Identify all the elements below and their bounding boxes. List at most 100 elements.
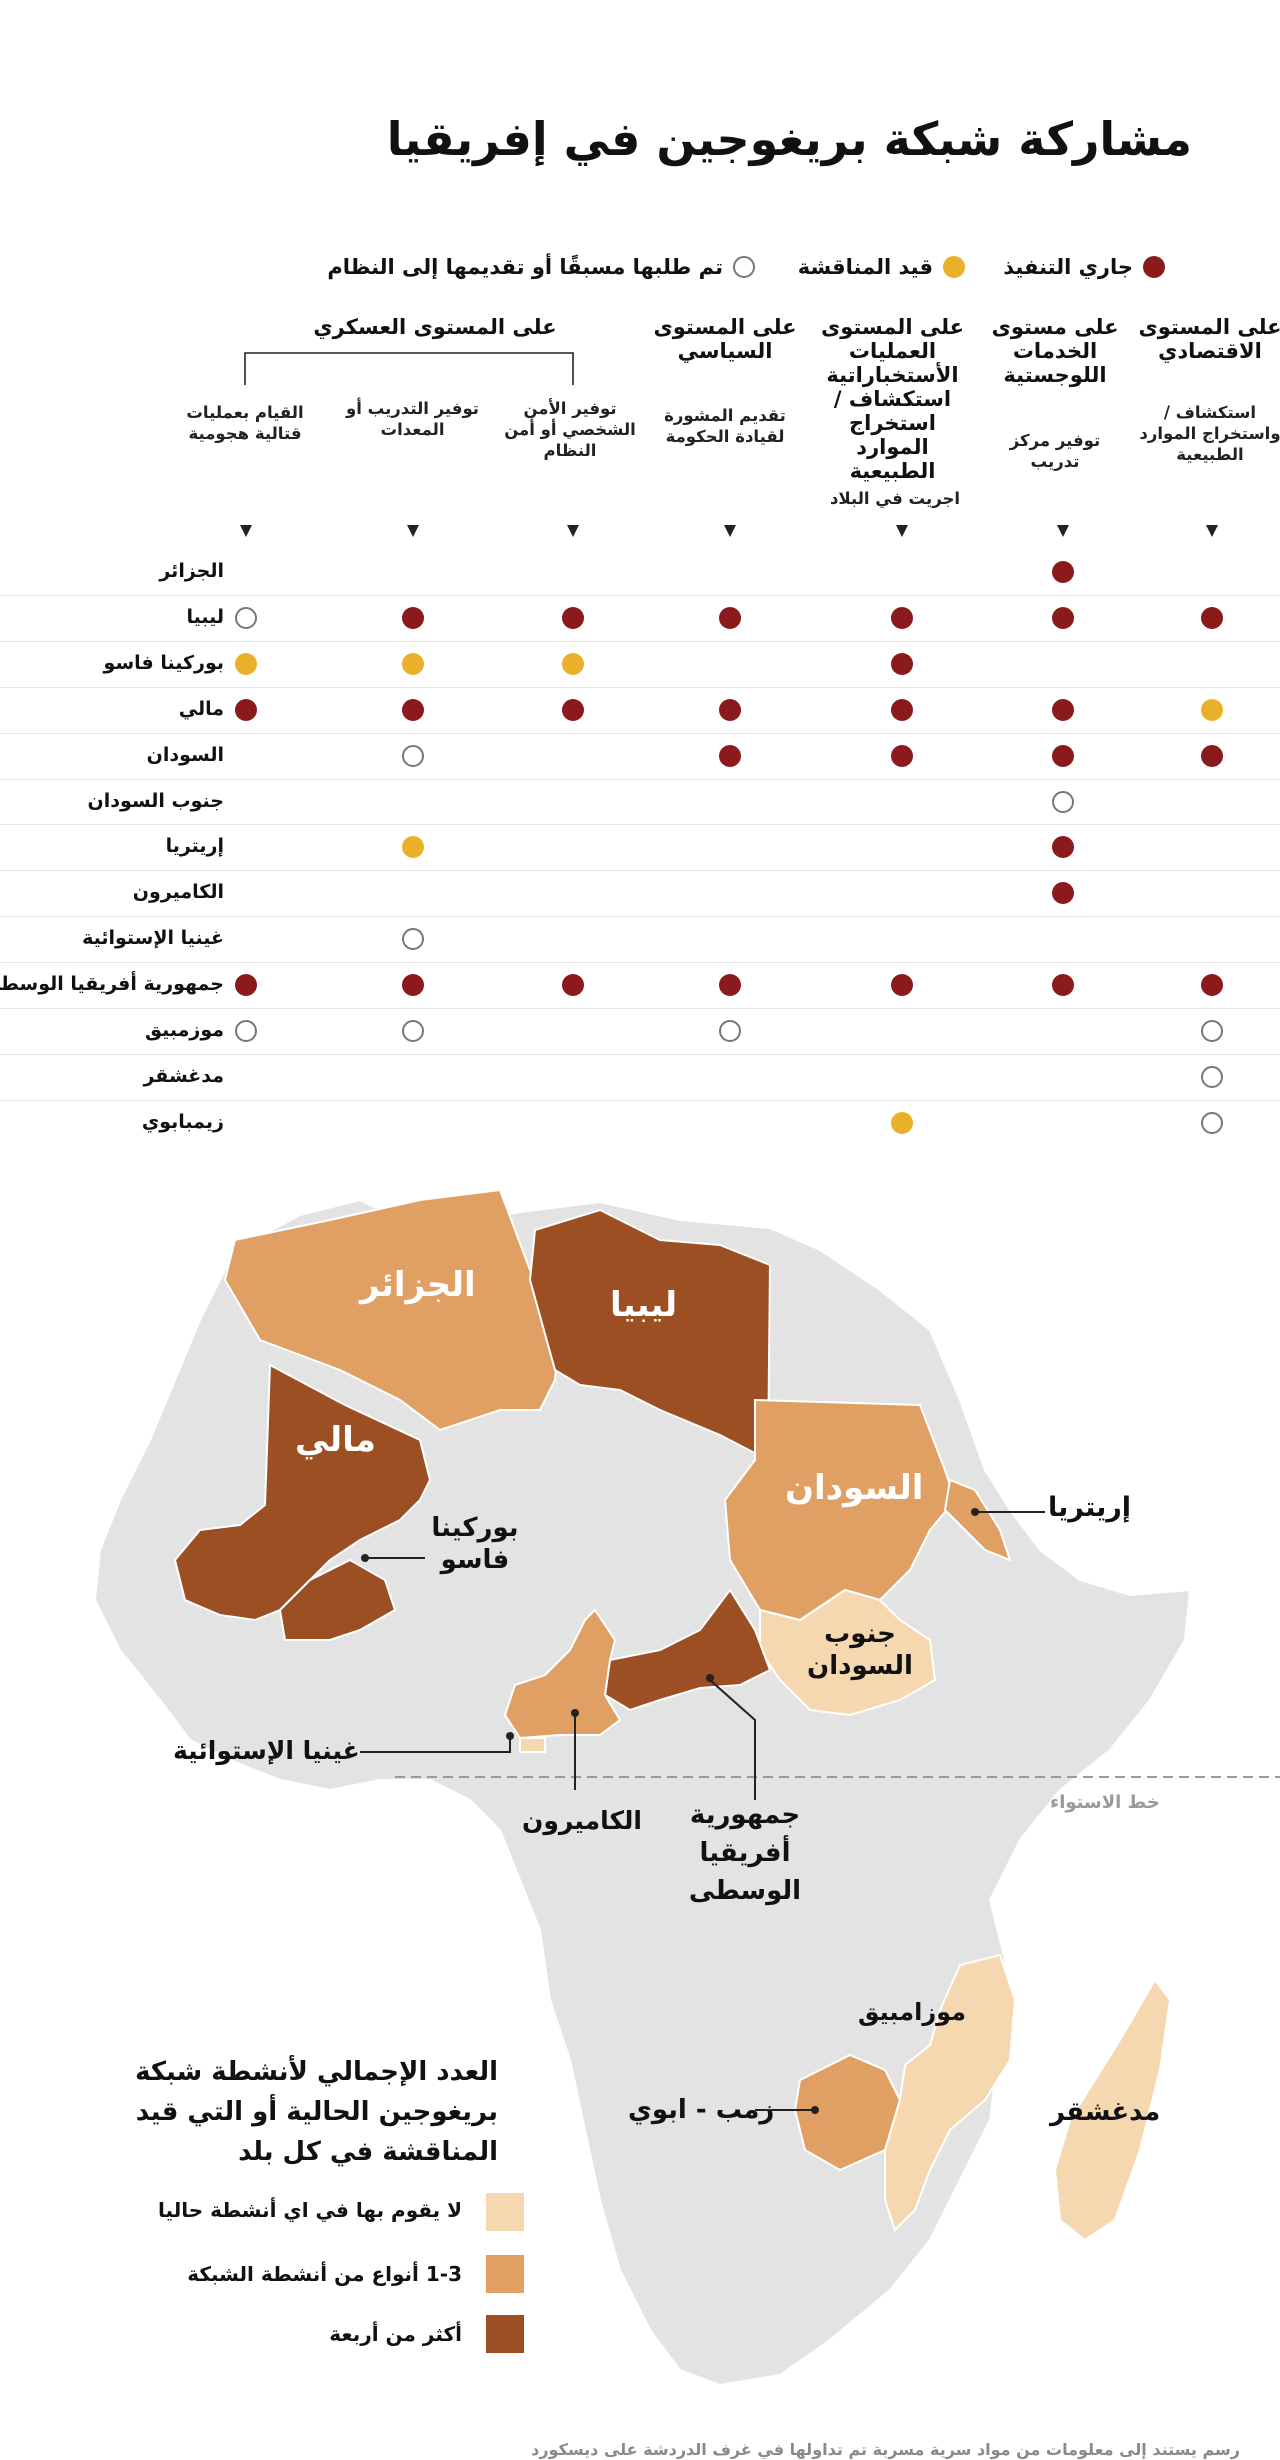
burkina-shape <box>278 1558 397 1641</box>
ongoing-dot-icon <box>719 607 741 629</box>
map-label-libya: ليبيا <box>610 1285 678 1325</box>
legend-none-label: لا يقوم بها في اي أنشطة حاليا <box>158 2198 462 2222</box>
military-bracket <box>244 352 574 385</box>
ongoing-dot-icon <box>1052 836 1074 858</box>
ongoing-dot-icon <box>891 974 913 996</box>
ongoing-dot-icon <box>235 699 257 721</box>
legend-ongoing-label: جاري التنفيذ <box>1003 255 1133 279</box>
requested-dot-icon <box>1052 791 1074 813</box>
ongoing-dot-icon <box>891 699 913 721</box>
row-divider <box>0 687 1280 688</box>
legend-swatch-1-3 <box>486 2255 524 2293</box>
col-arrow-icon <box>1057 525 1069 537</box>
map-label-eq-guinea: غينيا الإستوائية <box>173 1736 360 1765</box>
eq-guinea-shape <box>519 1737 546 1753</box>
ongoing-dot-icon <box>1052 882 1074 904</box>
map-legend-title: العدد الإجمالي لأنشطة شبكة بريغوجين الحا… <box>135 2057 498 2167</box>
legend-ongoing: جاري التنفيذ <box>1003 255 1165 279</box>
legend-swatch-4plus <box>486 2315 524 2353</box>
col-head-economic: على المستوى الاقتصادي <box>1138 315 1280 363</box>
requested-dot-icon <box>719 1020 741 1042</box>
row-country-label: إريتريا <box>165 835 224 857</box>
requested-dot-icon <box>1201 1112 1223 1134</box>
row-divider <box>0 641 1280 642</box>
row-divider <box>0 595 1280 596</box>
requested-dot-icon <box>402 928 424 950</box>
col-arrow-icon <box>567 525 579 537</box>
ongoing-dot-icon <box>1201 745 1223 767</box>
legend-1-3-label: 1-3 أنواع من أنشطة الشبكة <box>187 2262 462 2286</box>
col-sub-combat: القيام بعمليات قتالية هجومية <box>186 403 304 443</box>
ongoing-dot-icon <box>562 607 584 629</box>
row-country-label: مدغشقر <box>143 1065 224 1087</box>
col-sub-security: توفير الأمن الشخصي أو أمن النظام <box>504 399 636 460</box>
ongoing-dot-icon <box>1201 607 1223 629</box>
requested-dot-icon <box>235 607 257 629</box>
ongoing-dot-icon <box>402 974 424 996</box>
row-country-label: الجزائر <box>159 560 224 582</box>
row-divider <box>0 916 1280 917</box>
row-country-label: السودان <box>146 744 224 766</box>
negotiation-dot-icon <box>402 836 424 858</box>
negotiation-dot-icon <box>891 1112 913 1134</box>
requested-dot-icon <box>733 256 755 278</box>
requested-dot-icon <box>1201 1066 1223 1088</box>
col-head-political: على المستوى السياسي <box>653 315 797 363</box>
eq-guinea-leader <box>360 1738 511 1753</box>
col-head-logistics: على مستوى الخدمات اللوجستية <box>991 315 1119 387</box>
ongoing-dot-icon <box>891 653 913 675</box>
row-country-label: بوركينا فاسو <box>103 652 224 674</box>
negotiation-dot-icon <box>943 256 965 278</box>
car-leader <box>709 1679 756 1800</box>
legend-swatch-none <box>486 2193 524 2231</box>
madagascar-shape <box>1053 1978 1172 2242</box>
ongoing-dot-icon <box>1052 974 1074 996</box>
map-label-burkina: بوركينا فاسو <box>431 1513 519 1575</box>
map-label-car: جمهورية أفريقيا الوسطى <box>688 1800 802 1906</box>
col-sub-political: تقديم المشورة لقيادة الحكومة <box>664 406 786 446</box>
row-country-label: موزمبيق <box>144 1019 224 1041</box>
footer-note: رسم يستند إلى معلومات من مواد سرية مسربة… <box>531 2440 1240 2459</box>
requested-dot-icon <box>1201 1020 1223 1042</box>
ongoing-dot-icon <box>402 699 424 721</box>
row-divider <box>0 733 1280 734</box>
map-label-mozambique: موزامبيق <box>858 1998 967 2026</box>
requested-dot-icon <box>402 745 424 767</box>
row-divider <box>0 824 1280 825</box>
row-country-label: غينيا الإستوائية <box>82 927 224 949</box>
ongoing-dot-icon <box>891 745 913 767</box>
ongoing-dot-icon <box>891 607 913 629</box>
mozambique-shape <box>884 1953 1017 2232</box>
col-sub-intel: اجريت في البلاد <box>829 489 961 508</box>
row-divider <box>0 1100 1280 1101</box>
map-label-mali: مالي <box>295 1420 376 1460</box>
row-divider <box>0 870 1280 871</box>
negotiation-dot-icon <box>235 653 257 675</box>
map-label-eritrea: إريتريا <box>1048 1492 1132 1523</box>
col-arrow-icon <box>240 525 252 537</box>
ongoing-dot-icon <box>1143 256 1165 278</box>
africa-map <box>93 1188 1280 2387</box>
ongoing-dot-icon <box>562 974 584 996</box>
negotiation-dot-icon <box>402 653 424 675</box>
map-label-south-sudan: جنوب السودان <box>807 1619 913 1681</box>
requested-dot-icon <box>402 1020 424 1042</box>
requested-dot-icon <box>235 1020 257 1042</box>
ongoing-dot-icon <box>1052 607 1074 629</box>
col-sub-training: توفير التدريب أو المعدات <box>345 399 480 439</box>
row-country-label: زيمبابوي <box>141 1111 224 1133</box>
ongoing-dot-icon <box>402 607 424 629</box>
cameroon-shape <box>503 1608 622 1740</box>
row-country-label: الكاميرون <box>132 881 224 903</box>
col-arrow-icon <box>896 525 908 537</box>
ongoing-dot-icon <box>719 974 741 996</box>
page-title: مشاركة شبكة بريغوجين في إفريقيا <box>386 112 1192 166</box>
map-label-equator: خط الاستواء <box>1050 1792 1160 1813</box>
ongoing-dot-icon <box>719 699 741 721</box>
ongoing-dot-icon <box>1052 561 1074 583</box>
algeria-shape <box>223 1188 562 1432</box>
map-label-madagascar: مدغشقر <box>1050 2097 1161 2127</box>
map-label-zimbabwe: زمب - ابوي <box>628 2095 775 2125</box>
south-sudan-shape <box>759 1588 937 1717</box>
negotiation-dot-icon <box>1201 699 1223 721</box>
